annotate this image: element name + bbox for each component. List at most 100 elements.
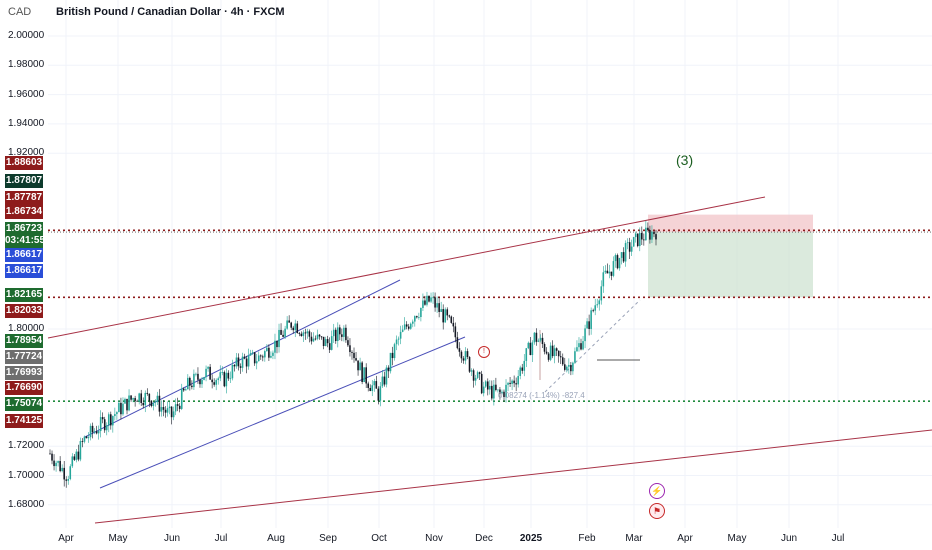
candle-body — [369, 387, 372, 391]
candle-body — [332, 329, 335, 337]
candle-body — [409, 323, 412, 329]
candle-body — [306, 331, 309, 334]
candle-body — [227, 372, 230, 379]
candle-body — [97, 431, 100, 434]
price-tag: 1.82165 — [5, 288, 43, 302]
price-axis-label: 1.96000 — [8, 88, 45, 100]
candle-body — [416, 316, 418, 318]
candle-body — [430, 297, 432, 302]
candle-body — [316, 334, 319, 339]
candle-body — [105, 425, 108, 431]
candle-body — [150, 400, 153, 407]
candle-body — [75, 451, 78, 460]
candle-body — [211, 379, 213, 383]
candle-body — [624, 243, 627, 262]
candle-body — [645, 227, 647, 241]
time-axis-label: Nov — [425, 533, 443, 544]
candle-body — [578, 343, 580, 348]
candle-body — [458, 348, 461, 352]
candle-body — [318, 334, 321, 337]
candle-body — [182, 388, 185, 391]
candle-body — [347, 340, 349, 346]
candle-body — [484, 381, 487, 387]
candle-body — [217, 378, 220, 381]
candle-body — [608, 271, 611, 274]
candle-body — [515, 383, 517, 385]
candle-body — [377, 388, 380, 401]
candle-body — [349, 345, 351, 352]
candle-body — [460, 351, 463, 359]
candle-body — [278, 329, 280, 348]
candle-body — [474, 377, 477, 381]
candle-body — [620, 252, 623, 258]
candle-body — [381, 376, 384, 387]
measure-readout: 0.08274 (-1.14%) -827.4 — [498, 391, 585, 400]
candle-body — [351, 351, 353, 353]
candle-body — [553, 348, 556, 357]
candle-body — [641, 232, 643, 240]
bolt-icon[interactable]: ⚡ — [649, 483, 665, 499]
candle-body — [616, 255, 619, 269]
candle-body — [61, 467, 63, 472]
candle-body — [505, 384, 507, 398]
candle-body — [365, 367, 367, 384]
candle-body — [420, 307, 422, 318]
candle-body — [138, 393, 140, 402]
candle-body — [91, 425, 94, 433]
candle-body — [69, 466, 72, 480]
candle-body — [604, 270, 607, 273]
candle-body — [180, 388, 183, 409]
candle-body — [353, 352, 355, 359]
candle-body — [288, 320, 290, 323]
candle-body — [393, 344, 396, 359]
candle-body — [57, 461, 59, 463]
candle-body — [397, 338, 400, 340]
candle-body — [201, 379, 203, 385]
candle-body — [209, 366, 211, 380]
candle-body — [237, 357, 240, 367]
flag-icon[interactable]: ⚑ — [649, 503, 665, 519]
time-axis-label: Oct — [371, 533, 387, 544]
candle-body — [264, 351, 266, 358]
candle-body — [292, 327, 295, 331]
candle-body — [590, 310, 592, 329]
candle-body — [501, 391, 503, 394]
candle-series — [49, 220, 657, 488]
position-zones — [648, 214, 813, 298]
price-tag: 1.88603 — [5, 156, 43, 170]
candle-body — [545, 351, 548, 354]
candle-body — [146, 392, 149, 394]
news-icon[interactable]: ! — [478, 346, 490, 358]
candle-body — [385, 367, 388, 385]
price-axis-label: 1.70000 — [8, 469, 45, 481]
candle-body — [245, 358, 248, 367]
candle-body — [389, 352, 392, 372]
candle-body — [294, 323, 297, 331]
candle-body — [434, 297, 436, 308]
candle-body — [270, 355, 272, 358]
candle-body — [448, 315, 451, 317]
candle-body — [59, 461, 61, 472]
candle-body — [450, 316, 453, 323]
candle-body — [158, 395, 161, 412]
candle-body — [193, 373, 195, 388]
candle-body — [482, 386, 485, 394]
trendline-lower — [94, 429, 932, 524]
candle-body — [456, 337, 459, 349]
price-axis-label: 1.68000 — [8, 498, 45, 510]
candle-body — [387, 367, 390, 372]
candle-body — [547, 353, 550, 360]
chart-title: British Pound / Canadian Dollar · 4h · F… — [56, 6, 285, 18]
candle-body — [592, 310, 594, 312]
candle-body — [539, 337, 542, 341]
candle-body — [582, 341, 584, 350]
candle-body — [268, 347, 270, 358]
candle-body — [101, 417, 104, 420]
candle-body — [235, 357, 238, 367]
candle-body — [517, 375, 519, 385]
candle-body — [533, 332, 536, 343]
candle-body — [132, 398, 134, 400]
candle-body — [570, 365, 572, 372]
candle-body — [426, 295, 428, 305]
